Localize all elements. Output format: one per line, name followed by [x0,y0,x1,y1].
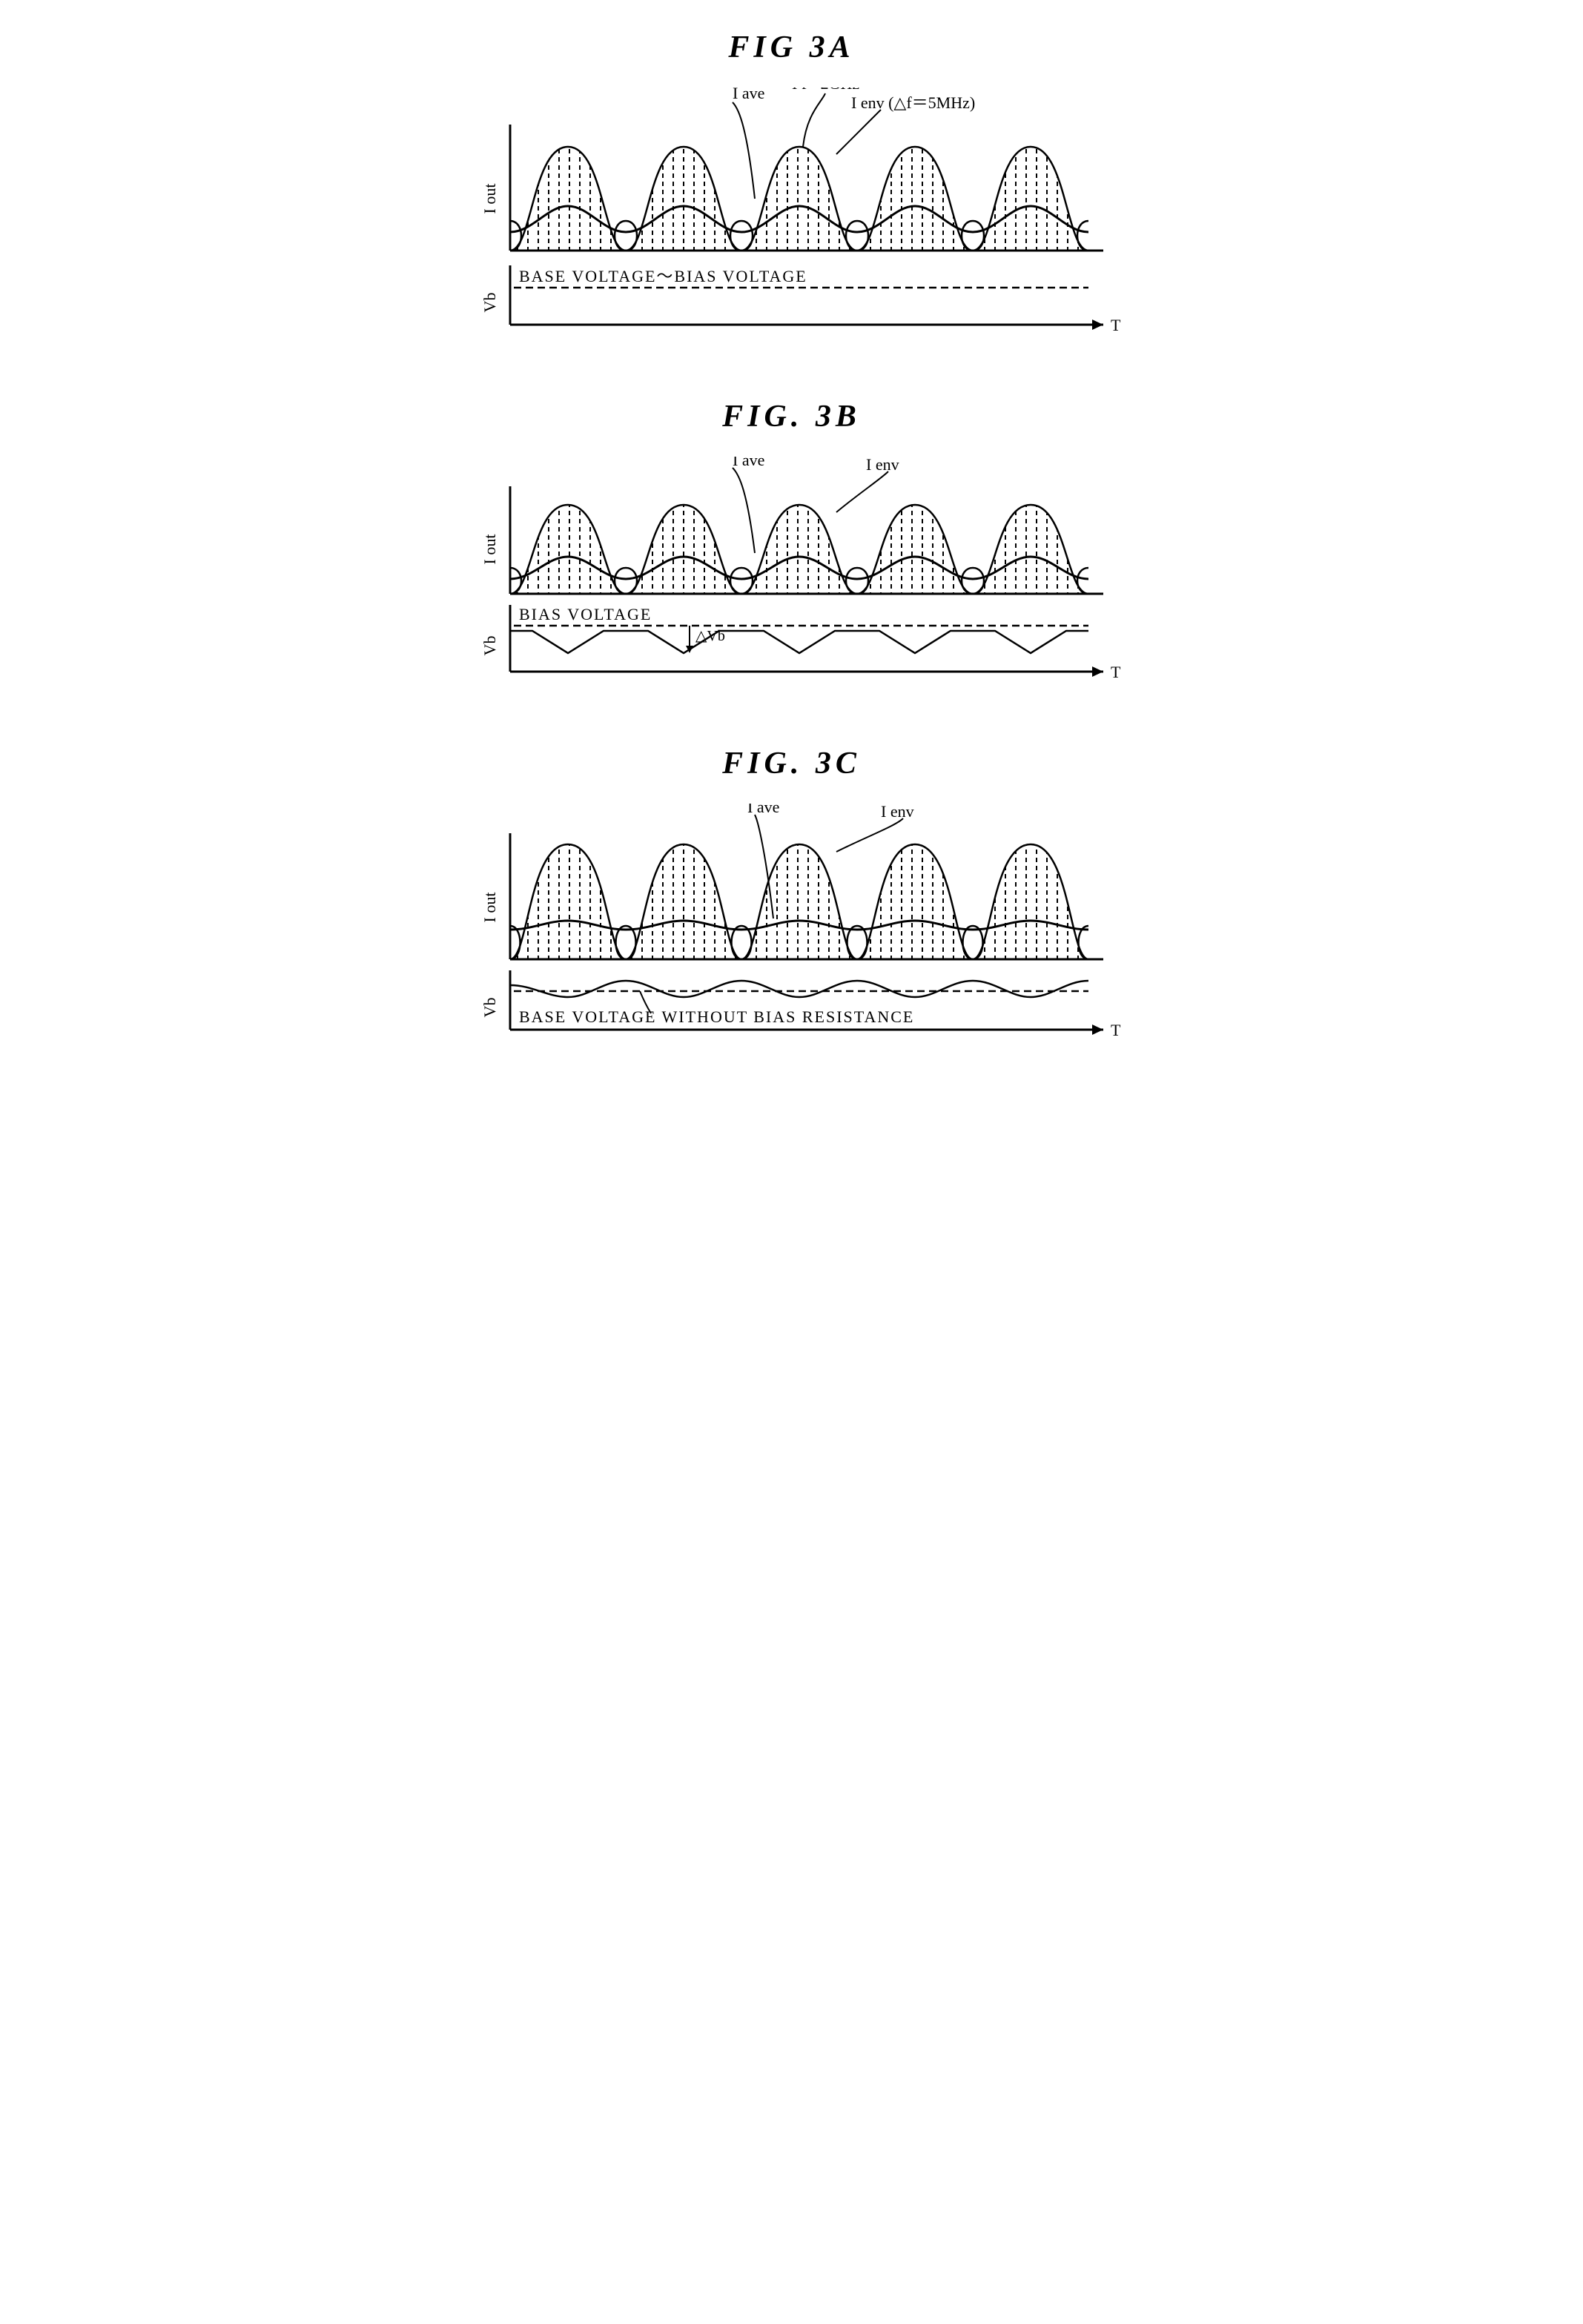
fig-title-a: FIG 3A [458,30,1126,65]
ann-iave-a: I ave [733,87,764,102]
fig-3b-svg: I out I ave I env T BIAS VOLTAGE △Vb Vb [458,457,1126,701]
ylabel-iout-b: I out [480,534,499,565]
fig-3c-svg: I out I ave I env T BASE VOLTAGE WITHOUT… [458,804,1126,1056]
vb-text-b: BIAS VOLTAGE [519,605,652,623]
fig-title-c: FIG. 3C [458,746,1126,781]
ann-iave-b: I ave [733,457,764,469]
ylabel-iout-a: I out [480,184,499,214]
ylabel-vb-a: Vb [480,293,499,313]
ann-ienv-b: I env [866,457,899,474]
xlabel-a: T [1111,316,1121,334]
figure-3b: FIG. 3B I out I ave I env [458,399,1126,701]
ann-ienv-a: I env (△f＝5MHz) [851,93,975,112]
fig-title-b: FIG. 3B [458,399,1126,434]
ann-iave-c: I ave [747,804,779,816]
figure-3c: FIG. 3C I out I ave I e [458,746,1126,1056]
ylabel-vb-c: Vb [480,998,499,1018]
ylabel-iout-c: I out [480,893,499,923]
xlabel-b: T [1111,663,1121,681]
xlabel-c: T [1111,1021,1121,1039]
ann-ienv-c: I env [881,804,914,821]
figure-3a: FIG 3A [458,30,1126,354]
fig-3a-svg: I out I ave I f≃2GHz I env (△f＝5MHz) T B… [458,87,1126,354]
vb-text-c: BASE VOLTAGE WITHOUT BIAS RESISTANCE [519,1007,914,1026]
ann-dvb: △Vb [695,628,725,644]
vb-text-a: BASE VOLTAGE～BIAS VOLTAGE [519,267,807,285]
ylabel-vb-b: Vb [480,636,499,656]
ann-if-a: I f≃2GHz [792,87,859,93]
